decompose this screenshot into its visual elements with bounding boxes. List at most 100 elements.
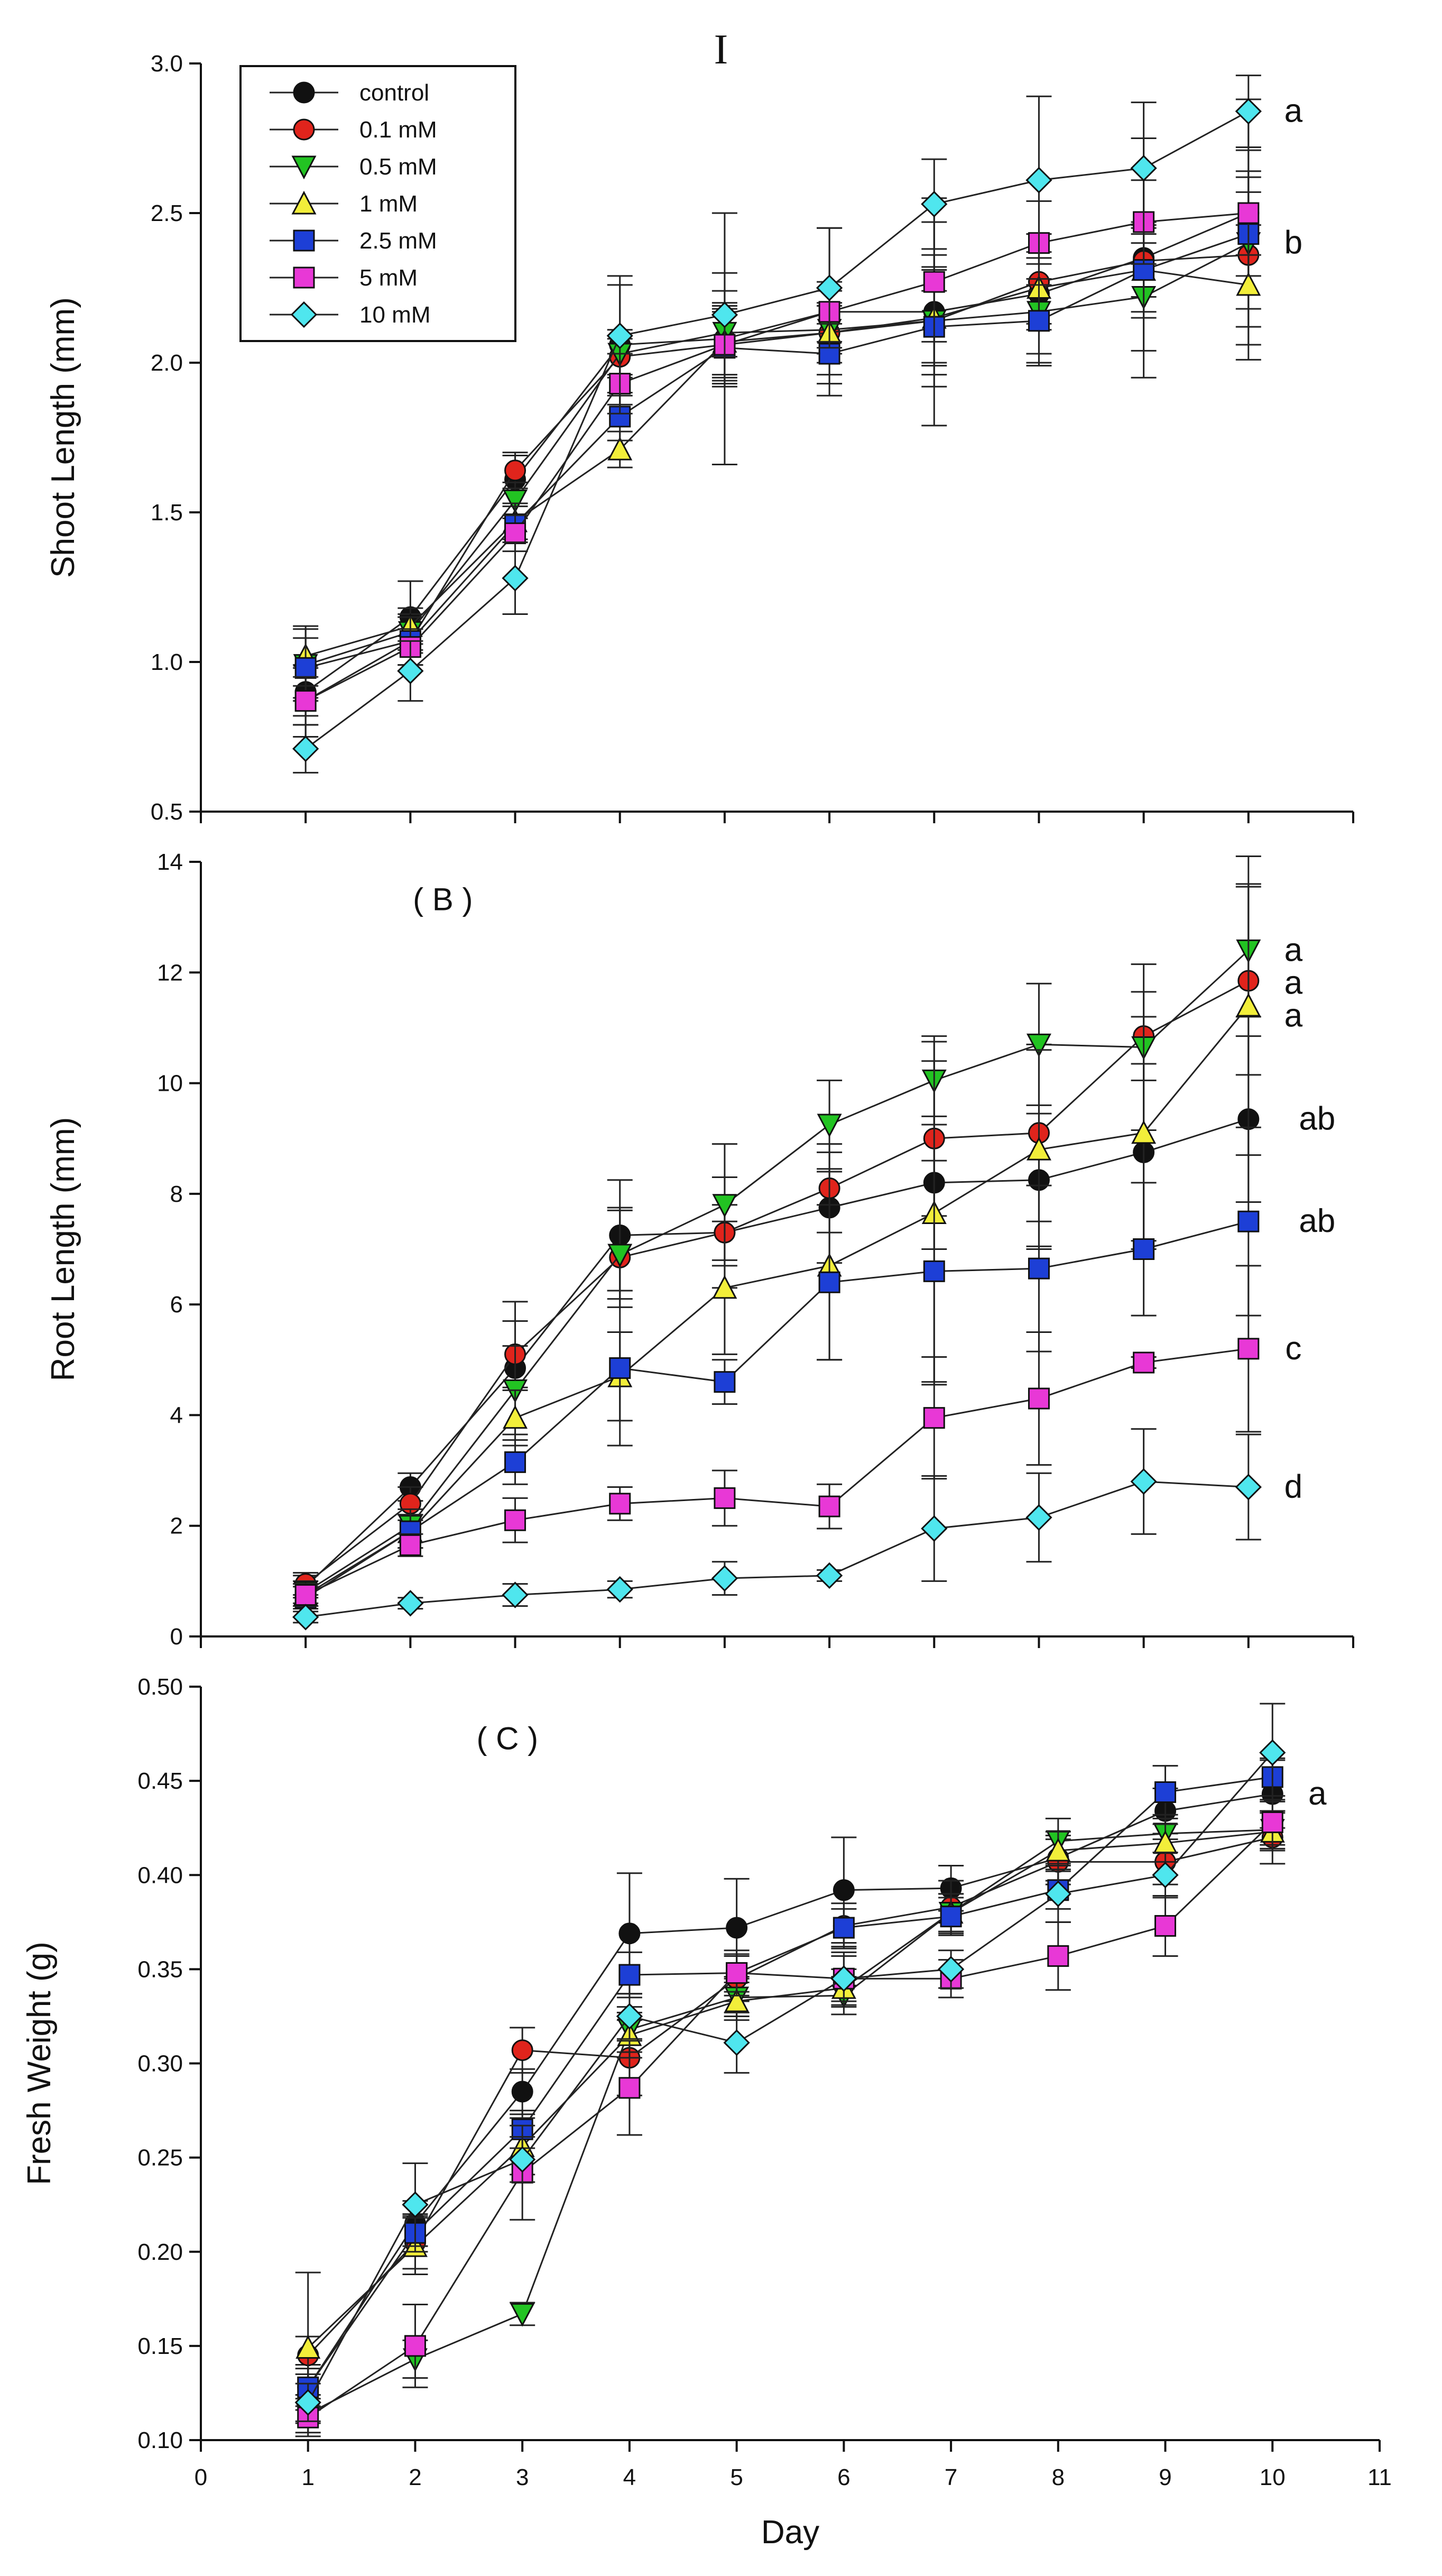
y-tick-label: 3.0: [151, 51, 183, 77]
y-tick-label: 8: [170, 1181, 183, 1207]
x-tick-label: 2: [409, 2464, 421, 2490]
data-point: [1154, 1915, 1177, 1937]
legend-label: 1 mM: [359, 191, 418, 217]
panel-c: 0.10 0.15 0.20 0.25 0.30 0.35 0.40 0.45 0.50 0 1 2 3…: [21, 1674, 1392, 2551]
x-tick-label: 1: [301, 2464, 314, 2490]
legend-item-2-5-mm: 2.5 mM: [270, 228, 437, 254]
data-point: [1026, 1033, 1051, 1057]
series-line: [305, 233, 1249, 669]
series-line: [305, 1480, 1249, 1618]
significance-label: ab: [1299, 1203, 1335, 1239]
y-tick-label: 14: [157, 849, 183, 875]
series-line: [307, 1830, 1273, 2349]
data-point: [292, 735, 319, 762]
data-point: [399, 1534, 421, 1556]
data-point: [502, 1581, 529, 1608]
series-line: [305, 1005, 1249, 1596]
data-point: [1237, 1338, 1260, 1360]
x-tick-label: 5: [730, 2464, 743, 2490]
significance-label: c: [1285, 1330, 1301, 1367]
x-tick-label: 0: [195, 2464, 207, 2490]
y-tick-label: 2.0: [151, 350, 183, 376]
data-point: [504, 459, 526, 482]
y-tick-label: 0.30: [137, 2051, 183, 2077]
data-point: [397, 1590, 424, 1617]
data-point: [830, 1965, 857, 1992]
data-point: [609, 1493, 631, 1515]
y-tick-label: 1.5: [151, 500, 183, 526]
data-point: [923, 1260, 945, 1282]
y-tick-label: 0.35: [137, 1956, 183, 1982]
series-line: [305, 269, 1249, 657]
legend-label: 5 mM: [359, 265, 418, 291]
data-point: [833, 1917, 855, 1939]
figure-label: I: [714, 26, 728, 73]
data-point: [1237, 1210, 1260, 1232]
significance-label: a: [1284, 964, 1303, 1001]
series-line: [307, 1752, 1273, 2403]
x-tick-label: 4: [623, 2464, 636, 2490]
panel-label: ( C ): [476, 1721, 538, 1756]
series-line: [305, 1348, 1249, 1596]
legend-marker: [291, 155, 317, 180]
data-point: [511, 2081, 533, 2103]
y-tick-label: 2.5: [151, 200, 183, 226]
data-point: [1236, 272, 1261, 296]
data-point: [618, 1964, 641, 1986]
legend-marker: [293, 266, 315, 289]
data-point: [724, 1988, 750, 2012]
data-point: [940, 1906, 962, 1928]
data-point: [502, 565, 529, 592]
y-tick-label: 0: [170, 1624, 183, 1650]
data-point: [1259, 1739, 1286, 1766]
data-point: [817, 1114, 842, 1138]
series-10-mm: [292, 75, 1262, 774]
series-line: [305, 950, 1249, 1593]
significance-label: a: [1308, 1775, 1327, 1812]
data-point: [618, 2077, 641, 2099]
data-point: [609, 1357, 631, 1379]
y-axis-label: Root Length (mm): [45, 1117, 81, 1382]
data-point: [712, 1275, 737, 1299]
x-tick-label: 7: [945, 2464, 957, 2490]
data-point: [294, 1584, 317, 1606]
data-point: [816, 274, 843, 301]
data-point: [921, 190, 948, 218]
data-point: [511, 2039, 533, 2062]
series-5-mm: [293, 1265, 1261, 1607]
y-axis-label: Shoot Length (mm): [45, 297, 81, 578]
legend-marker: [293, 118, 315, 141]
data-point: [606, 322, 633, 349]
legend-marker: [291, 190, 317, 215]
data-point: [816, 1562, 843, 1589]
x-tick-label: 3: [516, 2464, 529, 2490]
legend-label: 0.5 mM: [359, 154, 437, 180]
data-point: [294, 657, 317, 679]
y-tick-label: 2: [170, 1513, 183, 1539]
data-point: [723, 2029, 750, 2056]
data-point: [1046, 1837, 1071, 1862]
legend-marker: [290, 301, 318, 328]
panel-b: 0 2 4 6 8 10 12 14 Root Length (mm) ( B ) aaa ab ab c…: [45, 849, 1354, 1650]
series-10-mm: [294, 1703, 1286, 2422]
legend-item-10-mm: 10 mM: [270, 301, 430, 328]
series-line: [307, 1821, 1273, 2418]
significance-label: b: [1284, 225, 1302, 261]
data-point: [818, 1271, 840, 1293]
data-point: [1028, 1257, 1050, 1280]
data-point: [1237, 202, 1260, 224]
data-point: [726, 1917, 748, 1939]
data-point: [402, 2191, 429, 2218]
data-point: [503, 1405, 528, 1429]
data-point: [504, 1451, 526, 1473]
x-tick-label: 6: [837, 2464, 850, 2490]
legend-marker: [293, 81, 315, 104]
series-2-5-mm: [293, 1126, 1261, 1610]
legend-marker: [293, 229, 315, 252]
data-point: [607, 1244, 633, 1268]
data-point: [1044, 1880, 1071, 1907]
legend-label: control: [359, 80, 429, 106]
data-point: [295, 2335, 321, 2359]
